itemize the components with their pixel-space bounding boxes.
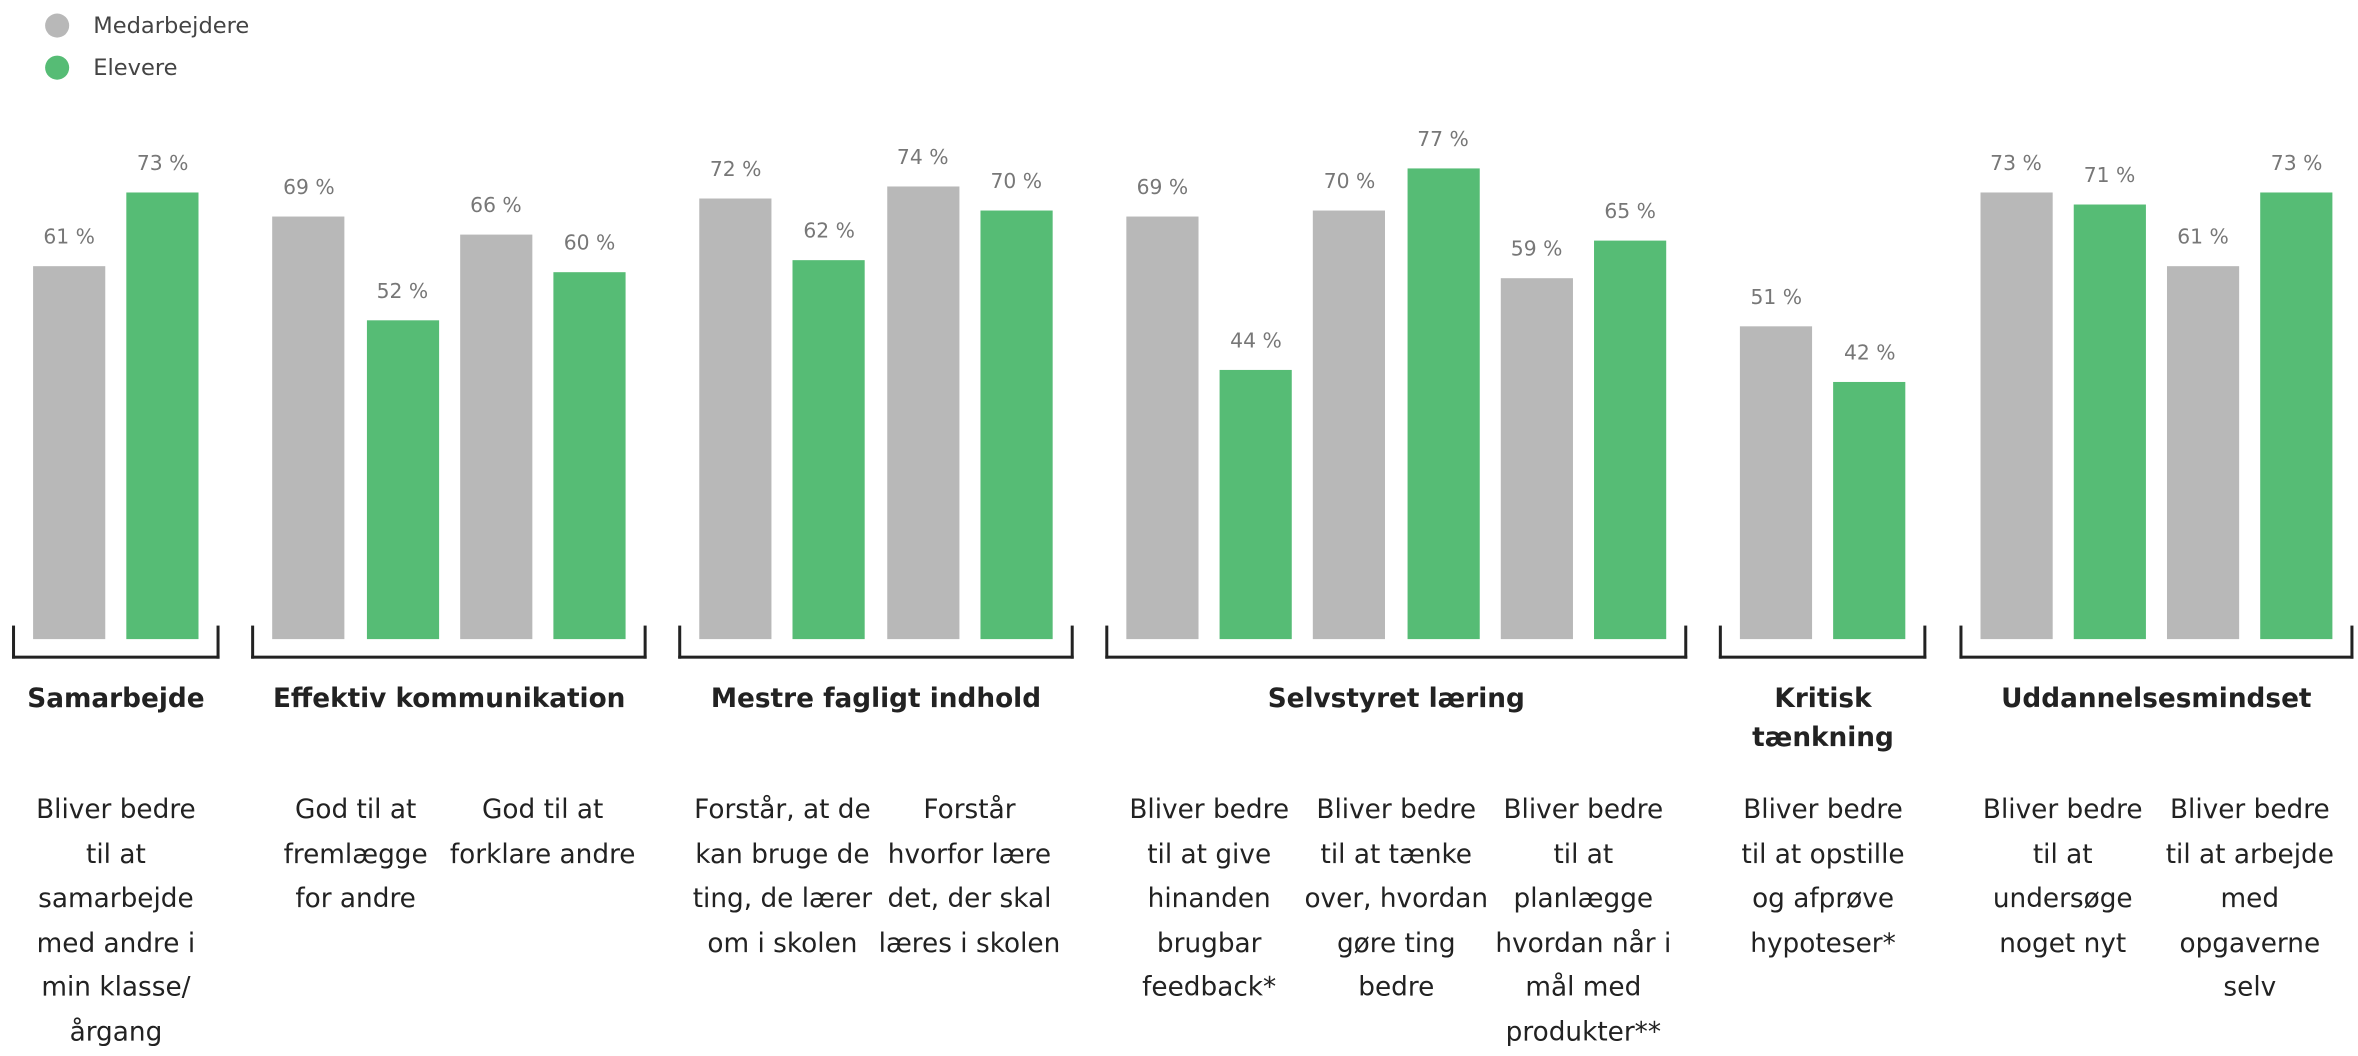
- group-title: Selvstyret læring: [1267, 684, 1525, 715]
- bar: [2260, 192, 2333, 640]
- value-label: 61 %: [43, 225, 95, 250]
- bar: [1126, 216, 1199, 640]
- category-label: Bliver bedre til at undersøge noget nyt: [1982, 795, 2143, 959]
- bar: [793, 259, 866, 640]
- legend-marker: [45, 55, 70, 80]
- bar: [1979, 192, 2053, 640]
- bar: [459, 235, 533, 640]
- value-label: 70 %: [990, 170, 1043, 195]
- category-label: Bliver bedre til at planlægge hvordan nå…: [1495, 795, 1672, 1048]
- category-label: Forstår, at de kan bruge de ting, de lær…: [692, 795, 873, 959]
- legend-label: Elevere: [93, 54, 178, 82]
- bar: [1406, 167, 1480, 640]
- value-label: 74 %: [896, 145, 949, 170]
- bar: [2073, 204, 2146, 640]
- group-bracket: [678, 625, 1074, 659]
- bar: [1219, 369, 1293, 640]
- group-bracket: [251, 625, 647, 659]
- value-label: 73 %: [1990, 151, 2042, 176]
- category-label: Bliver bedre til at samarbejde med andre…: [36, 795, 196, 1048]
- bar: [699, 198, 772, 640]
- value-label: 73 %: [136, 151, 189, 176]
- value-label: 51 %: [1750, 286, 1803, 311]
- category-label: Bliver bedre til at give hinanden brugba…: [1129, 795, 1290, 1004]
- bar: [553, 271, 626, 640]
- value-label: 70 %: [1323, 170, 1376, 195]
- category-label: God til at fremlægge for andre: [283, 795, 428, 915]
- value-label: 61 %: [2177, 225, 2229, 250]
- value-label: 60 %: [563, 231, 616, 256]
- group-title: Mestre fagligt indhold: [710, 684, 1042, 715]
- category-label: God til at forklare andre: [449, 795, 636, 870]
- value-label: 66 %: [470, 194, 522, 219]
- category-label: Bliver bedre til at tænke over, hvordan …: [1304, 795, 1489, 1004]
- value-label: 69 %: [1136, 176, 1189, 201]
- category-label: Forstår hvorfor lære det, der skal læres…: [878, 795, 1061, 959]
- group-bracket: [12, 625, 220, 659]
- value-label: 42 %: [1844, 341, 1896, 366]
- value-label: 73 %: [2270, 151, 2323, 176]
- legend-label: Medarbejdere: [93, 12, 250, 40]
- bar: [126, 192, 199, 640]
- legend-marker: [45, 13, 70, 38]
- group-bracket: [1105, 625, 1688, 659]
- value-label: 59 %: [1510, 237, 1563, 262]
- group-bracket: [1719, 625, 1927, 659]
- group-bracket: [1958, 625, 2354, 659]
- category-label: Bliver bedre til at arbejde med opgavern…: [2165, 795, 2334, 1004]
- value-label: 52 %: [376, 280, 429, 305]
- bar: [272, 216, 345, 640]
- value-label: 77 %: [1417, 127, 1469, 152]
- bar: [366, 320, 439, 640]
- bar: [1833, 382, 1906, 640]
- group-title: Samarbejde: [27, 684, 205, 715]
- group-title: Uddannelsesmindset: [2001, 684, 2312, 715]
- bar: [1313, 210, 1386, 640]
- group-title: Kritisk tænkning: [1752, 684, 1894, 754]
- group-title: Effektiv kommunikation: [272, 684, 626, 715]
- value-label: 62 %: [803, 219, 855, 244]
- bar: [1740, 326, 1813, 640]
- bar: [980, 210, 1053, 640]
- category-label: Bliver bedre til at opstille og afprøve …: [1741, 795, 1905, 959]
- value-label: 71 %: [2083, 163, 2136, 188]
- value-label: 69 %: [283, 176, 335, 201]
- bar: [33, 265, 106, 640]
- value-label: 65 %: [1604, 200, 1656, 225]
- bar: [1594, 241, 1667, 640]
- bar: [1500, 277, 1573, 640]
- bar: [886, 186, 959, 640]
- value-label: 72 %: [709, 157, 762, 182]
- value-label: 44 %: [1230, 329, 1282, 354]
- bar: [2166, 265, 2240, 640]
